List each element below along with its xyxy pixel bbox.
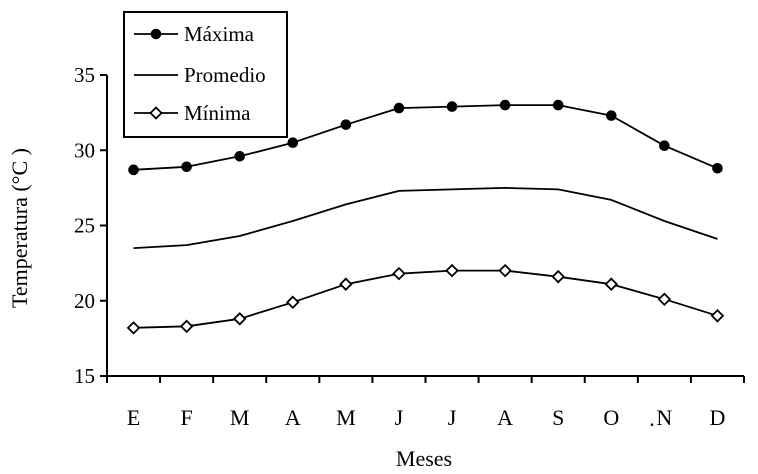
x-tick-label: F bbox=[181, 405, 193, 430]
data-point bbox=[149, 106, 163, 120]
y-tick-label: 30 bbox=[74, 138, 95, 162]
data-point bbox=[128, 164, 139, 176]
data-point bbox=[445, 263, 459, 278]
y-tick-label: 35 bbox=[74, 63, 95, 87]
x-tick-label: S bbox=[552, 405, 564, 430]
legend-label: Máxima bbox=[184, 22, 255, 46]
x-tick-label: J bbox=[395, 405, 404, 430]
data-point bbox=[287, 137, 299, 149]
data-point bbox=[126, 321, 141, 335]
series-line bbox=[133, 269, 718, 329]
x-tick-label: A bbox=[497, 405, 513, 430]
y-axis-title: Temperatura (°C ) bbox=[7, 148, 32, 308]
y-tick-label: 15 bbox=[74, 364, 95, 388]
data-point bbox=[712, 163, 723, 174]
data-point bbox=[179, 319, 194, 334]
x-axis-title: Meses bbox=[396, 446, 452, 471]
data-point bbox=[605, 110, 617, 121]
x-tick-label: E bbox=[127, 405, 140, 430]
series-2 bbox=[126, 263, 725, 335]
x-tick-label: O bbox=[603, 405, 619, 430]
stray-dot: . bbox=[649, 406, 655, 431]
data-point bbox=[710, 309, 725, 323]
data-point bbox=[498, 263, 512, 278]
y-tick-label: 20 bbox=[74, 289, 95, 313]
data-point bbox=[657, 292, 672, 307]
data-point bbox=[286, 295, 300, 310]
legend-label: Mínima bbox=[184, 101, 251, 125]
x-tick-label: D bbox=[710, 405, 726, 430]
y-ticks: 15 20 25 30 35 bbox=[74, 63, 107, 388]
data-point bbox=[446, 101, 458, 112]
x-tick-label: M bbox=[230, 405, 250, 430]
data-point bbox=[393, 102, 405, 114]
data-point bbox=[552, 99, 564, 111]
legend: Máxima Promedio Mínima bbox=[123, 11, 288, 138]
data-point bbox=[181, 161, 192, 173]
legend-label: Promedio bbox=[184, 63, 266, 87]
data-point bbox=[659, 140, 670, 152]
series-line bbox=[133, 186, 718, 249]
data-point bbox=[232, 312, 247, 326]
y-tick-label: 25 bbox=[74, 214, 95, 238]
series-1 bbox=[133, 186, 718, 249]
series-layer bbox=[126, 99, 725, 335]
x-tick-label: M bbox=[336, 405, 356, 430]
data-point bbox=[551, 269, 565, 284]
x-tick-label: N bbox=[656, 405, 672, 430]
data-point bbox=[340, 119, 352, 130]
data-point bbox=[392, 266, 406, 281]
data-point bbox=[150, 28, 162, 40]
data-point bbox=[499, 99, 511, 111]
data-point bbox=[339, 277, 353, 291]
series-0 bbox=[128, 99, 723, 176]
x-tick-label: A bbox=[285, 405, 301, 430]
series-line bbox=[133, 104, 718, 171]
data-point bbox=[604, 277, 619, 291]
data-point bbox=[234, 150, 246, 162]
x-tick-label: J bbox=[448, 405, 457, 430]
